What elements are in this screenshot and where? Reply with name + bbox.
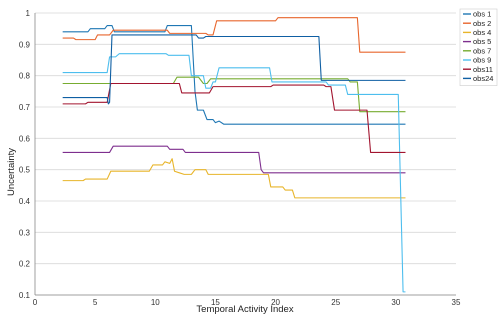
legend-box xyxy=(459,8,498,86)
y-tick-label: 0.4 xyxy=(19,197,31,206)
x-tick-label: 35 xyxy=(452,298,461,307)
x-tick-label: 30 xyxy=(391,298,400,307)
legend-label: obs11 xyxy=(473,65,493,74)
y-tick-label: 1 xyxy=(26,9,31,18)
y-axis-label: Uncertainty xyxy=(6,148,17,196)
legend-label: obs 4 xyxy=(473,28,491,37)
legend-label: obs 9 xyxy=(473,56,491,65)
axes xyxy=(34,13,456,296)
x-tick-labels: 0 5 10 15 20 25 30 35 xyxy=(33,298,461,307)
grid-lines xyxy=(35,12,456,296)
legend-label: obs 1 xyxy=(473,10,491,19)
y-tick-label: 0.9 xyxy=(19,40,31,49)
series-line-obs11 xyxy=(62,82,406,153)
series-line-obs-1 xyxy=(62,24,406,125)
series-line-obs-5 xyxy=(62,145,406,174)
y-tick-label: 0.6 xyxy=(19,134,31,143)
y-tick-label: 0.7 xyxy=(19,103,31,112)
x-tick-label: 0 xyxy=(33,298,38,307)
x-tick-label: 20 xyxy=(271,298,280,307)
series-line-obs-2 xyxy=(62,17,406,53)
y-tick-label: 0.3 xyxy=(19,228,31,237)
series-line-obs24 xyxy=(62,34,406,105)
series-layer xyxy=(62,17,406,293)
x-tick-label: 25 xyxy=(331,298,340,307)
legend-label: obs 2 xyxy=(473,19,491,28)
series-line-obs-4 xyxy=(62,158,406,199)
x-tick-label: 10 xyxy=(151,298,160,307)
x-axis-label: Temporal Activity Index xyxy=(196,304,293,315)
legend-label: obs 7 xyxy=(473,46,491,55)
legend-label: obs24 xyxy=(473,74,493,83)
y-tick-label: 0.8 xyxy=(19,72,31,81)
y-tick-label: 0.2 xyxy=(19,260,31,269)
series-line-obs-7 xyxy=(62,76,406,113)
series-line-obs-9 xyxy=(62,53,406,293)
y-tick-label: 0.1 xyxy=(19,291,31,300)
legend-label: obs 5 xyxy=(473,37,491,46)
x-tick-label: 5 xyxy=(93,298,98,307)
y-tick-labels: 0.1 0.2 0.3 0.4 0.5 0.6 0.7 0.8 0.9 1 xyxy=(19,9,31,300)
y-tick-label: 0.5 xyxy=(19,166,31,175)
x-tick-label: 15 xyxy=(211,298,220,307)
